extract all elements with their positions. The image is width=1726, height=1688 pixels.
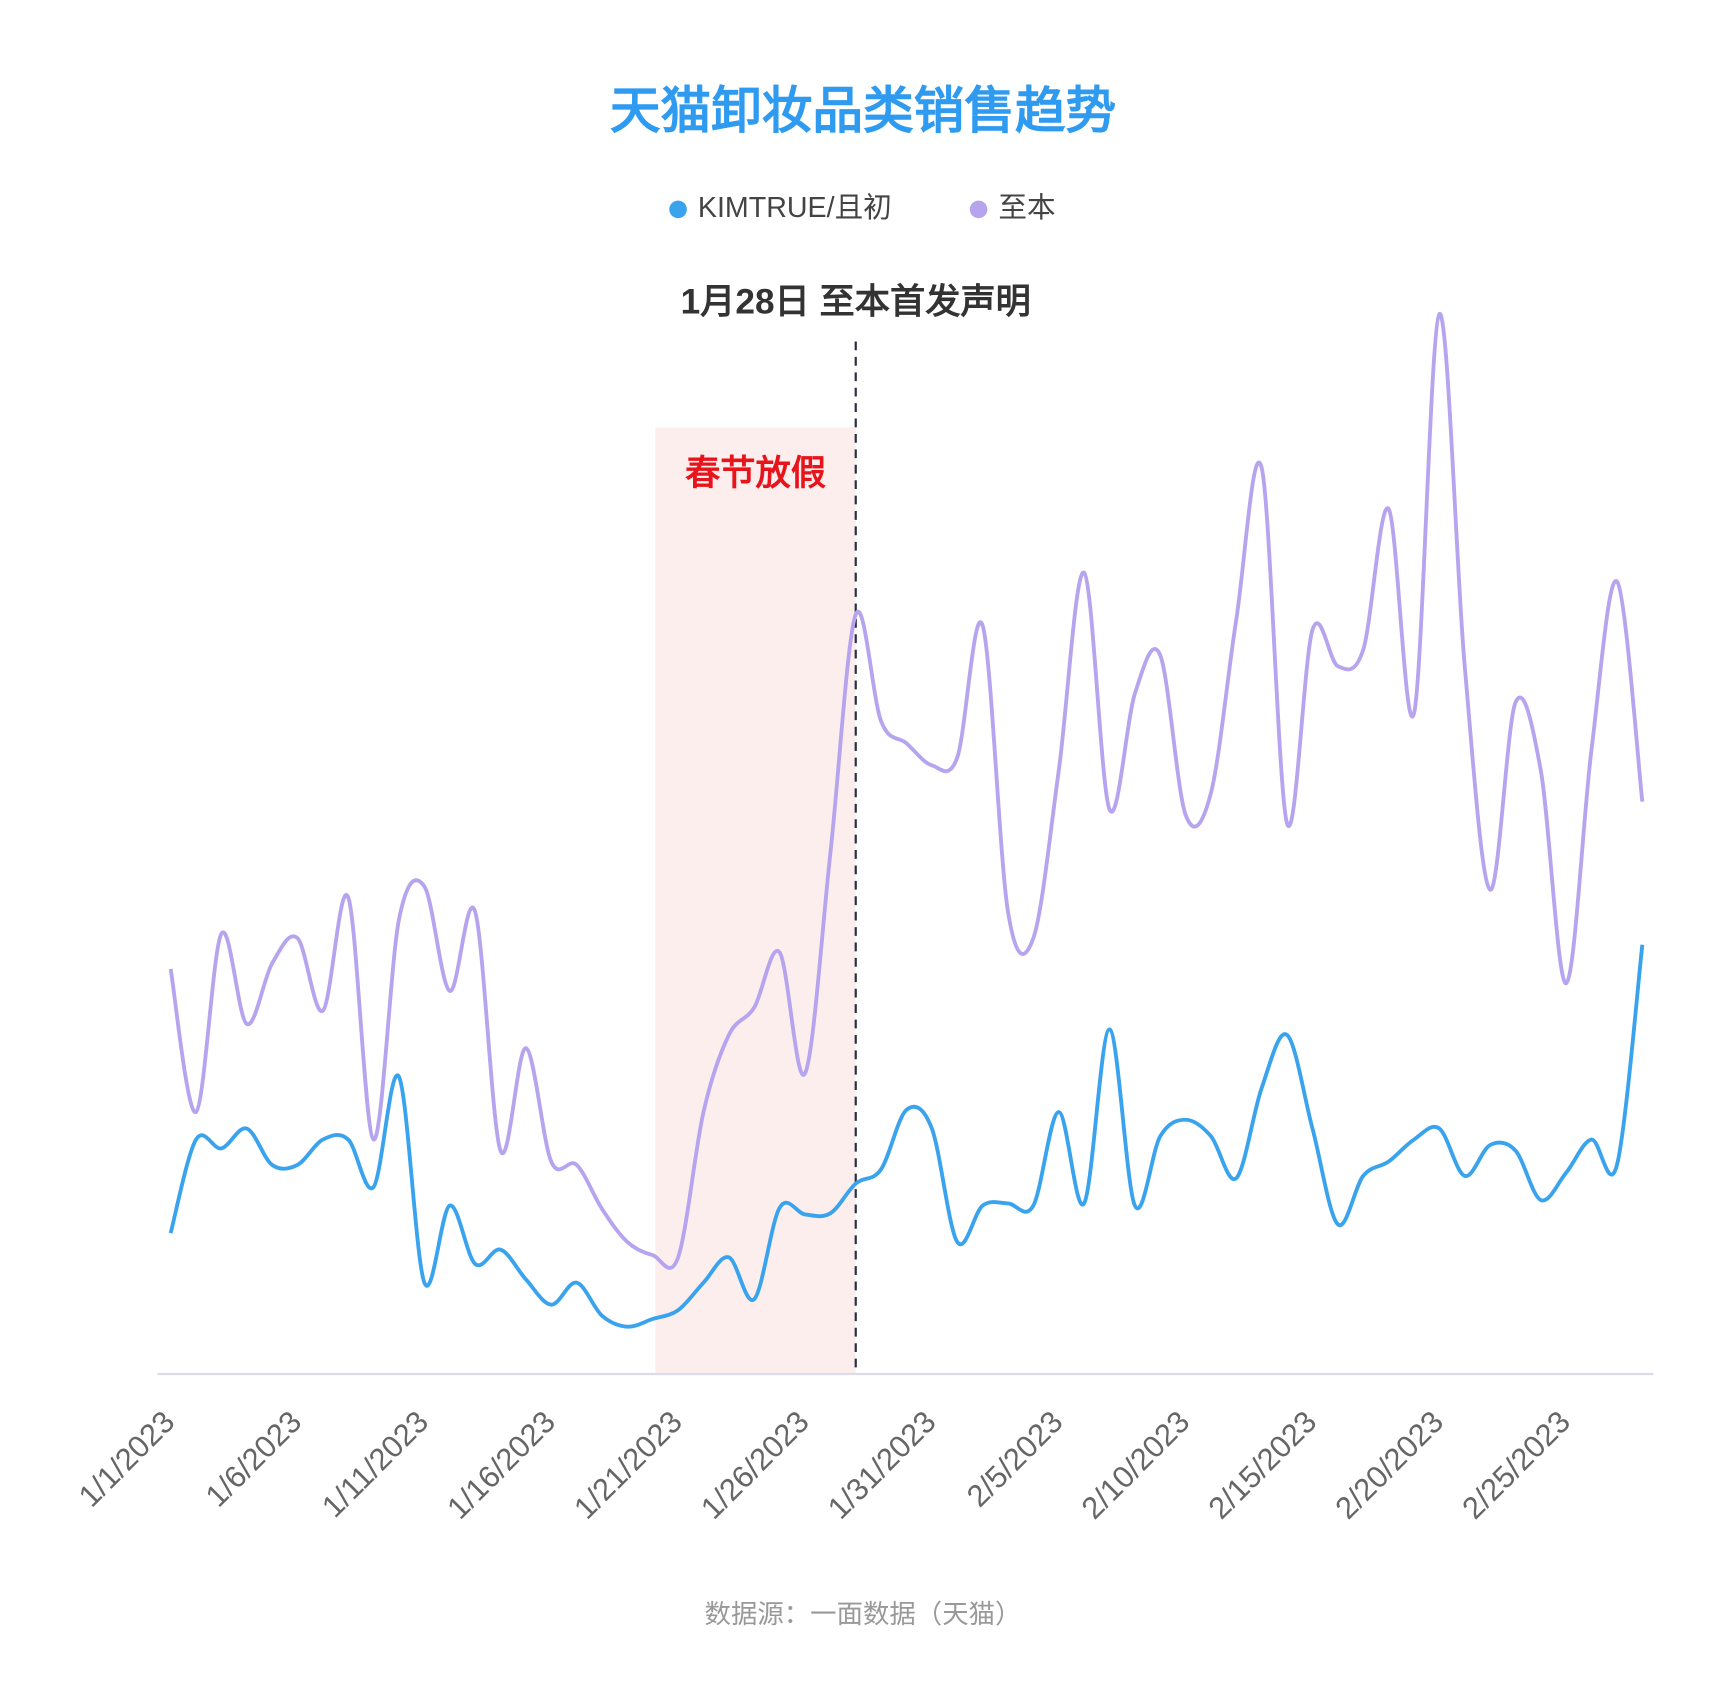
x-tick-label: 1/11/2023 bbox=[315, 1404, 435, 1524]
x-tick-label: 2/25/2023 bbox=[1455, 1404, 1577, 1526]
launch-label: 1月28日 至本首发声明 bbox=[681, 282, 1031, 321]
x-tick-label: 1/16/2023 bbox=[440, 1404, 562, 1526]
x-tick-label: 2/10/2023 bbox=[1075, 1404, 1197, 1526]
legend-marker bbox=[969, 200, 988, 219]
x-tick-label: 2/5/2023 bbox=[960, 1404, 1070, 1514]
x-tick-label: 1/6/2023 bbox=[199, 1404, 309, 1514]
legend-marker bbox=[669, 200, 687, 219]
series-line bbox=[168, 944, 1645, 1329]
x-tick-label: 2/15/2023 bbox=[1202, 1404, 1324, 1526]
legend-label: 至本 bbox=[998, 192, 1055, 224]
source-note: 数据源：一面数据（天猫） bbox=[705, 1599, 1022, 1629]
x-tick-label: 1/1/2023 bbox=[72, 1404, 182, 1514]
chart-title: 天猫卸妆品类销售趋势 bbox=[610, 82, 1116, 139]
x-tick-label: 1/26/2023 bbox=[694, 1404, 816, 1526]
legend-label: KIMTRUE/且初 bbox=[698, 192, 892, 224]
holiday-label: 春节放假 bbox=[685, 454, 827, 493]
series-line bbox=[168, 312, 1645, 1270]
x-tick-label: 2/20/2023 bbox=[1328, 1404, 1450, 1526]
x-tick-label: 1/31/2023 bbox=[821, 1404, 943, 1526]
x-tick-label: 1/21/2023 bbox=[567, 1404, 689, 1526]
